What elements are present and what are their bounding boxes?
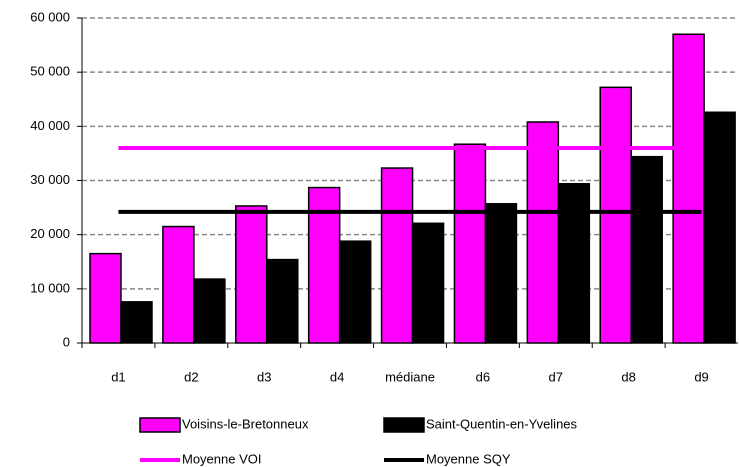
y-tick-label: 0 xyxy=(63,334,70,349)
y-tick-label: 60 000 xyxy=(30,9,70,24)
x-tick-label: d1 xyxy=(111,369,125,384)
x-tick-label: d6 xyxy=(476,369,490,384)
legend-label: Saint-Quentin-en-Yvelines xyxy=(426,416,578,431)
bar xyxy=(235,205,268,344)
bar xyxy=(162,225,195,344)
x-tick-label: d9 xyxy=(694,369,708,384)
bar xyxy=(120,301,153,344)
y-tick-label: 50 000 xyxy=(30,64,70,79)
bar xyxy=(266,258,299,344)
bar xyxy=(703,111,736,344)
bar xyxy=(453,143,487,344)
x-tick-label: d2 xyxy=(184,369,198,384)
legend-label: Voisins-le-Bretonneux xyxy=(182,416,309,431)
x-tick-label: d7 xyxy=(549,369,563,384)
bar xyxy=(526,121,560,344)
y-tick-label: 10 000 xyxy=(30,280,70,295)
x-tick-label: médiane xyxy=(385,369,435,384)
x-tick-label: d8 xyxy=(621,369,635,384)
bar xyxy=(411,222,445,344)
x-tick-label: d3 xyxy=(257,369,271,384)
bar xyxy=(380,167,414,344)
legend-label: Moyenne SQY xyxy=(426,451,511,466)
legend-label: Moyenne VOI xyxy=(182,451,262,466)
bar xyxy=(599,86,632,344)
y-tick-label: 40 000 xyxy=(30,118,70,133)
bar xyxy=(89,252,122,344)
legend-swatch xyxy=(383,417,425,433)
bar xyxy=(338,240,372,344)
y-tick-label: 20 000 xyxy=(30,226,70,241)
y-tick-label: 30 000 xyxy=(30,172,70,187)
legend-swatch xyxy=(139,417,181,433)
bar xyxy=(484,203,518,344)
bar xyxy=(557,183,591,344)
bar xyxy=(672,33,705,344)
bar xyxy=(630,155,663,344)
bar xyxy=(193,278,226,344)
x-tick-label: d4 xyxy=(330,369,344,384)
